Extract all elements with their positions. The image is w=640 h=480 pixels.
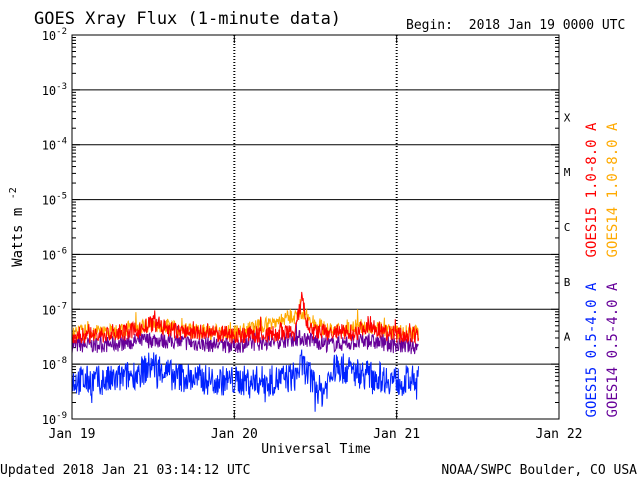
legend-entry: GOES15 0.5-4.0 A [584,282,600,417]
chart-title: GOES Xray Flux (1-minute data) [34,9,341,29]
y-tick-base: 10 [42,194,56,208]
plot-frame [71,34,560,420]
series-line [71,299,419,341]
footer-credit: NOAA/SWPC Boulder, CO USA [441,463,637,478]
y-axis-label-exponent: -2 [8,187,19,199]
y-tick-exponent: -5 [56,192,67,202]
y-tick-label: 10-8 [42,356,67,372]
y-tick-exponent: -6 [56,246,67,256]
y-tick-base: 10 [42,303,56,317]
y-tick-label: 10-4 [42,137,67,153]
y-tick-base: 10 [42,29,56,43]
legend-entry: GOES14 1.0-8.0 A [605,122,621,257]
y-tick-exponent: -4 [56,137,67,147]
y-tick-label: 10-3 [42,82,67,98]
plot-area: Jan 19 Jan 20 Jan 21 Jan 2210-910-810-710-6… [42,27,621,442]
begin-date: 2018 Jan 19 0000 UTC [469,18,626,33]
series-line [71,321,419,355]
y-tick-label: 10-6 [42,246,67,262]
y-tick-label: 10-5 [42,192,67,208]
y-tick-exponent: -7 [56,301,67,311]
x-axis-label: Universal Time [261,442,371,457]
y-tick-exponent: -8 [56,356,67,366]
series-line [71,291,419,345]
y-axis-label: Watts m -2 [8,187,26,267]
begin-label-text: Begin: [406,18,453,33]
legend-entry: GOES14 0.5-4.0 A [605,282,621,417]
begin-label: Begin: 2018 Jan 19 0000 UTC [406,18,625,33]
flare-class-label: X [564,111,571,124]
y-tick-label: 10-2 [42,27,67,43]
x-tick-label: Jan 21 [373,427,420,442]
y-tick-base: 10 [42,358,56,372]
series-line [71,349,419,412]
x-tick-label: Jan 20 [211,427,258,442]
y-tick-base: 10 [42,413,56,427]
flare-class-label: A [564,331,571,344]
y-tick-exponent: -9 [56,411,67,421]
x-tick-label: Jan 19 [49,427,96,442]
flare-class-label: B [564,276,571,289]
y-tick-exponent: -3 [56,82,67,92]
y-tick-label: 10-9 [42,411,67,427]
y-tick-base: 10 [42,139,56,153]
y-tick-base: 10 [42,84,56,98]
y-axis-label-text: Watts m [10,208,26,267]
flare-class-label: C [564,221,571,234]
flare-class-label: M [564,166,571,179]
y-tick-exponent: -2 [56,27,67,37]
footer-updated: Updated 2018 Jan 21 03:14:12 UTC [0,463,250,478]
legend-entry: GOES15 1.0-8.0 A [584,122,600,257]
y-tick-label: 10-7 [42,301,67,317]
x-tick-label: Jan 22 [536,427,583,442]
y-tick-base: 10 [42,248,56,262]
